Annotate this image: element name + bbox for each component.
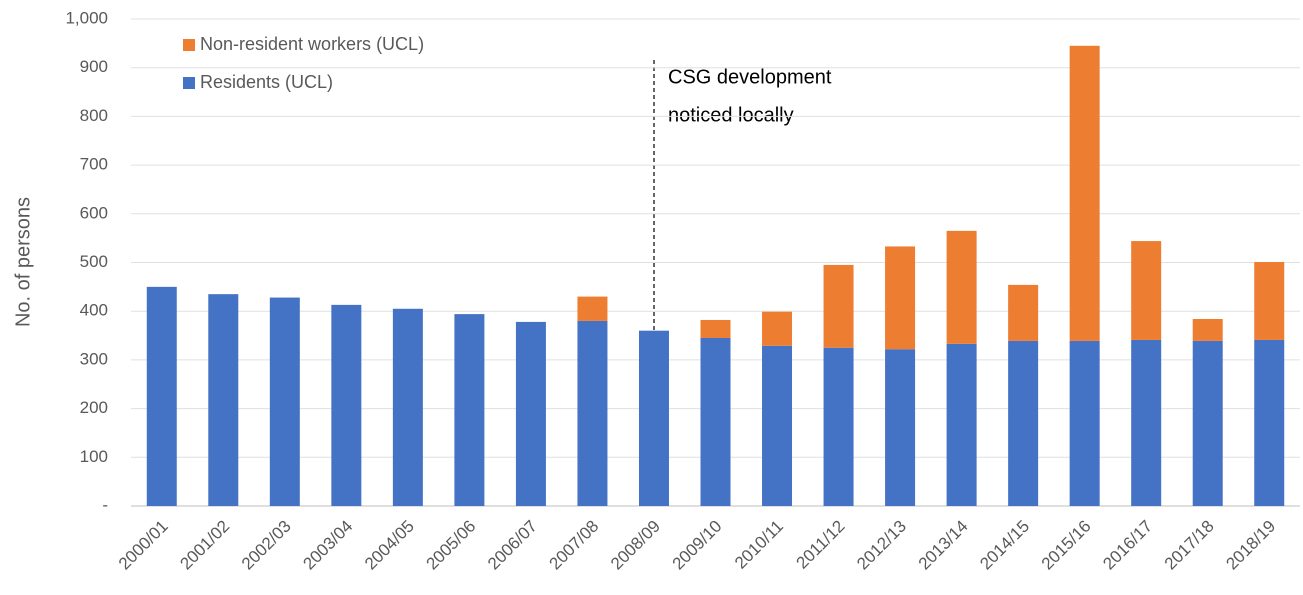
bar-segment <box>1131 339 1162 506</box>
y-tick-label: 800 <box>80 106 108 125</box>
bar-segment <box>700 319 731 338</box>
bar-segment <box>762 311 793 346</box>
y-tick-label: 500 <box>80 252 108 271</box>
bar-segment <box>1069 45 1100 341</box>
annotation: CSG development <box>668 66 832 88</box>
bar-segment <box>1008 340 1039 506</box>
bar-segment <box>946 343 977 506</box>
x-tick-label: 2007/08 <box>546 517 603 574</box>
legend-label: Non-resident workers (UCL) <box>200 34 424 54</box>
x-tick-label: 2018/19 <box>1222 517 1279 574</box>
bar-segment <box>885 246 916 350</box>
x-tick-label: 2000/01 <box>115 517 172 574</box>
bar-segment <box>269 297 300 506</box>
bar-segment <box>823 264 854 348</box>
x-tick-label: 2014/15 <box>976 517 1033 574</box>
bar-segment <box>1069 340 1100 506</box>
y-tick-label: 600 <box>80 203 108 222</box>
bar-segment <box>1254 339 1285 506</box>
bar-segment <box>577 296 608 321</box>
y-axis-label: No. of persons <box>12 197 34 327</box>
bar-segment <box>454 314 485 506</box>
bar-segment <box>146 286 177 506</box>
x-tick-label: 2017/18 <box>1161 517 1218 574</box>
x-tick-label: 2016/17 <box>1099 517 1156 574</box>
bar-segment <box>762 345 793 506</box>
bar-segment <box>1008 284 1039 341</box>
bar-segment <box>885 349 916 506</box>
x-tick-label: 2010/11 <box>731 517 787 573</box>
x-tick-label: 2001/02 <box>176 517 233 574</box>
legend-swatch <box>183 77 195 89</box>
x-tick-label: 2004/05 <box>361 517 418 574</box>
bar-segment <box>577 320 608 506</box>
legend-label: Residents (UCL) <box>200 72 333 92</box>
bar-segment <box>208 294 239 506</box>
x-tick-label: 2011/12 <box>793 517 849 573</box>
x-tick-label: 2002/03 <box>238 517 295 574</box>
bar-segment <box>700 337 731 506</box>
bar-segment <box>392 308 423 506</box>
bar-segment <box>331 304 362 506</box>
bar-segment <box>823 347 854 506</box>
bar-segment <box>1254 262 1285 340</box>
y-tick-label: 900 <box>80 57 108 76</box>
bar-segment <box>946 230 977 344</box>
y-tick-label: 100 <box>80 447 108 466</box>
y-tick-label: 400 <box>80 301 108 320</box>
x-tick-label: 2015/16 <box>1038 517 1095 574</box>
x-tick-label: 2009/10 <box>669 517 726 574</box>
legend-swatch <box>183 39 195 51</box>
x-tick-label: 2013/14 <box>915 517 972 574</box>
x-tick-label: 2003/04 <box>299 517 356 574</box>
y-tick-label: 700 <box>80 155 108 174</box>
bar-segment <box>1131 241 1162 340</box>
y-tick-label: 300 <box>80 349 108 368</box>
y-tick-label: - <box>102 495 108 514</box>
annotation: noticed locally <box>668 104 794 126</box>
y-tick-label: 1,000 <box>65 8 108 27</box>
bar-segment <box>1192 340 1223 506</box>
x-tick-label: 2006/07 <box>484 517 541 574</box>
x-tick-label: 2005/06 <box>423 517 480 574</box>
bar-segment <box>638 330 669 506</box>
x-tick-label: 2008/09 <box>607 517 664 574</box>
y-tick-label: 200 <box>80 398 108 417</box>
bar-segment <box>515 321 546 506</box>
bar-segment <box>1192 318 1223 341</box>
x-tick-label: 2012/13 <box>853 517 910 574</box>
